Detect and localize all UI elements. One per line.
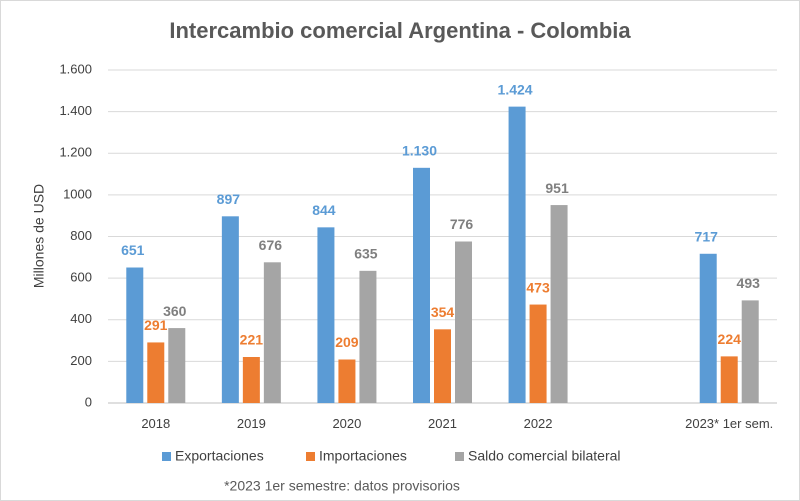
data-label: 951 [545,180,569,196]
y-tick-label: 1.600 [59,61,92,76]
y-tick-label: 600 [70,270,92,285]
data-label: 354 [431,304,455,320]
x-tick-label: 2018 [141,416,171,431]
bar [741,300,759,403]
y-tick-label: 1.200 [59,145,92,160]
data-label: 209 [335,334,359,350]
legend-label: Exportaciones [175,448,264,464]
bar [168,328,186,403]
data-label: 1.424 [498,81,533,97]
bar [147,342,165,403]
bar [529,304,547,403]
bar [317,227,335,403]
x-tick-label: 2023* 1er sem. [685,416,774,431]
bar [699,253,717,403]
bar [434,329,451,403]
data-label: 776 [450,216,474,232]
data-label: 224 [718,331,742,347]
bar [455,241,472,403]
legend-swatch [162,452,171,461]
bar [221,216,239,403]
bar [413,167,430,403]
bar [263,262,281,403]
bar [338,359,356,403]
x-tick-label: 2020 [332,416,362,431]
data-label: 897 [217,191,241,207]
data-label: 844 [312,202,336,218]
bar [126,267,144,403]
chart-title: Intercambio comercial Argentina - Colomb… [169,18,631,43]
bar [720,356,738,403]
data-label: 473 [526,279,550,295]
legend-label: Importaciones [319,448,407,464]
data-label: 651 [121,242,145,258]
x-tick-label: 2022 [523,416,553,431]
x-tick-label: 2021 [428,416,457,431]
bar [359,270,377,403]
y-tick-label: 1000 [63,186,92,201]
y-tick-label: 800 [70,228,92,243]
y-tick-label: 400 [70,311,92,326]
footnote: *2023 1er semestre: datos provisorios [224,478,460,494]
data-label: 635 [354,246,378,262]
bar [242,357,260,403]
bar [550,205,568,403]
data-label: 493 [737,275,761,291]
data-label: 291 [144,317,168,333]
bar [508,106,526,403]
data-label: 221 [240,332,264,348]
legend-swatch [306,452,315,461]
data-label: 360 [163,303,187,319]
y-tick-label: 0 [85,394,92,409]
data-label: 676 [259,237,283,253]
y-tick-label: 1.400 [59,103,92,118]
x-tick-label: 2019 [236,416,266,431]
y-tick-label: 200 [70,353,92,368]
legend-swatch [455,452,464,461]
data-label: 1.130 [402,143,437,159]
y-axis-label: Millones de USD [31,184,47,288]
data-label: 717 [695,228,719,244]
legend-label: Saldo comercial bilateral [468,448,621,464]
